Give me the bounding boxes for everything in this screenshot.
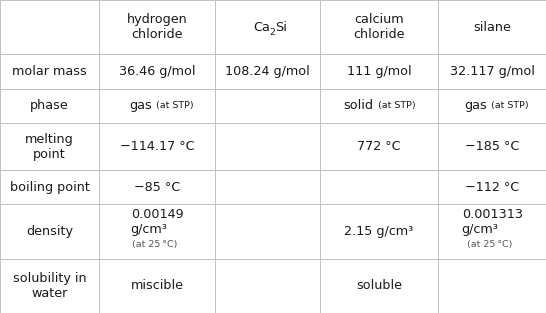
Bar [319, 54, 438, 89]
Bar [99, 259, 215, 313]
Bar [438, 0, 546, 54]
Bar [0, 259, 99, 313]
Bar [99, 89, 215, 123]
Bar [215, 123, 319, 170]
Bar [319, 204, 438, 259]
Bar [438, 259, 546, 313]
Text: Si: Si [276, 21, 287, 33]
Bar [438, 89, 546, 123]
Bar [0, 170, 99, 204]
Bar [319, 89, 438, 123]
Bar [215, 204, 319, 259]
Text: density: density [26, 225, 73, 238]
Bar [99, 54, 215, 89]
Bar [0, 0, 99, 54]
Bar [215, 0, 319, 54]
Bar [319, 259, 438, 313]
Text: miscible: miscible [130, 280, 183, 292]
Text: −85 °C: −85 °C [134, 181, 180, 194]
Bar [319, 123, 438, 170]
Text: solubility in
water: solubility in water [13, 272, 86, 300]
Text: molar mass: molar mass [12, 65, 87, 78]
Bar [438, 123, 546, 170]
Bar [438, 54, 546, 89]
Bar [99, 170, 215, 204]
Text: 32.117 g/mol: 32.117 g/mol [450, 65, 535, 78]
Bar [438, 204, 546, 259]
Text: 0.00149
g/cm³: 0.00149 g/cm³ [130, 208, 183, 236]
Bar [0, 54, 99, 89]
Text: 2.15 g/cm³: 2.15 g/cm³ [345, 225, 414, 238]
Text: calcium
chloride: calcium chloride [353, 13, 405, 41]
Bar [99, 123, 215, 170]
Text: (at 25 °C): (at 25 °C) [467, 240, 512, 249]
Text: boiling point: boiling point [10, 181, 90, 194]
Bar [215, 259, 319, 313]
Text: 36.46 g/mol: 36.46 g/mol [119, 65, 195, 78]
Text: hydrogen
chloride: hydrogen chloride [127, 13, 187, 41]
Text: solid: solid [343, 99, 373, 112]
Text: 0.001313
g/cm³: 0.001313 g/cm³ [462, 208, 523, 236]
Text: Ca: Ca [254, 21, 271, 33]
Text: (at STP): (at STP) [375, 101, 416, 110]
Text: 2: 2 [269, 28, 275, 37]
Bar [0, 204, 99, 259]
Text: silane: silane [473, 21, 511, 33]
Text: (at STP): (at STP) [488, 101, 529, 110]
Bar [438, 170, 546, 204]
Bar [319, 170, 438, 204]
Text: phase: phase [30, 99, 69, 112]
Bar [0, 123, 99, 170]
Bar [215, 89, 319, 123]
Bar [99, 0, 215, 54]
Text: gas: gas [464, 99, 487, 112]
Text: 111 g/mol: 111 g/mol [347, 65, 411, 78]
Bar [215, 170, 319, 204]
Text: (at 25 °C): (at 25 °C) [132, 240, 177, 249]
Text: melting
point: melting point [25, 132, 74, 161]
Text: −114.17 °C: −114.17 °C [120, 140, 194, 153]
Bar [0, 89, 99, 123]
Text: −185 °C: −185 °C [465, 140, 519, 153]
Bar [99, 204, 215, 259]
Text: 108.24 g/mol: 108.24 g/mol [225, 65, 310, 78]
Text: 772 °C: 772 °C [357, 140, 401, 153]
Text: gas: gas [129, 99, 152, 112]
Bar [215, 54, 319, 89]
Bar [319, 0, 438, 54]
Text: −112 °C: −112 °C [465, 181, 519, 194]
Text: soluble: soluble [356, 280, 402, 292]
Text: (at STP): (at STP) [153, 101, 193, 110]
